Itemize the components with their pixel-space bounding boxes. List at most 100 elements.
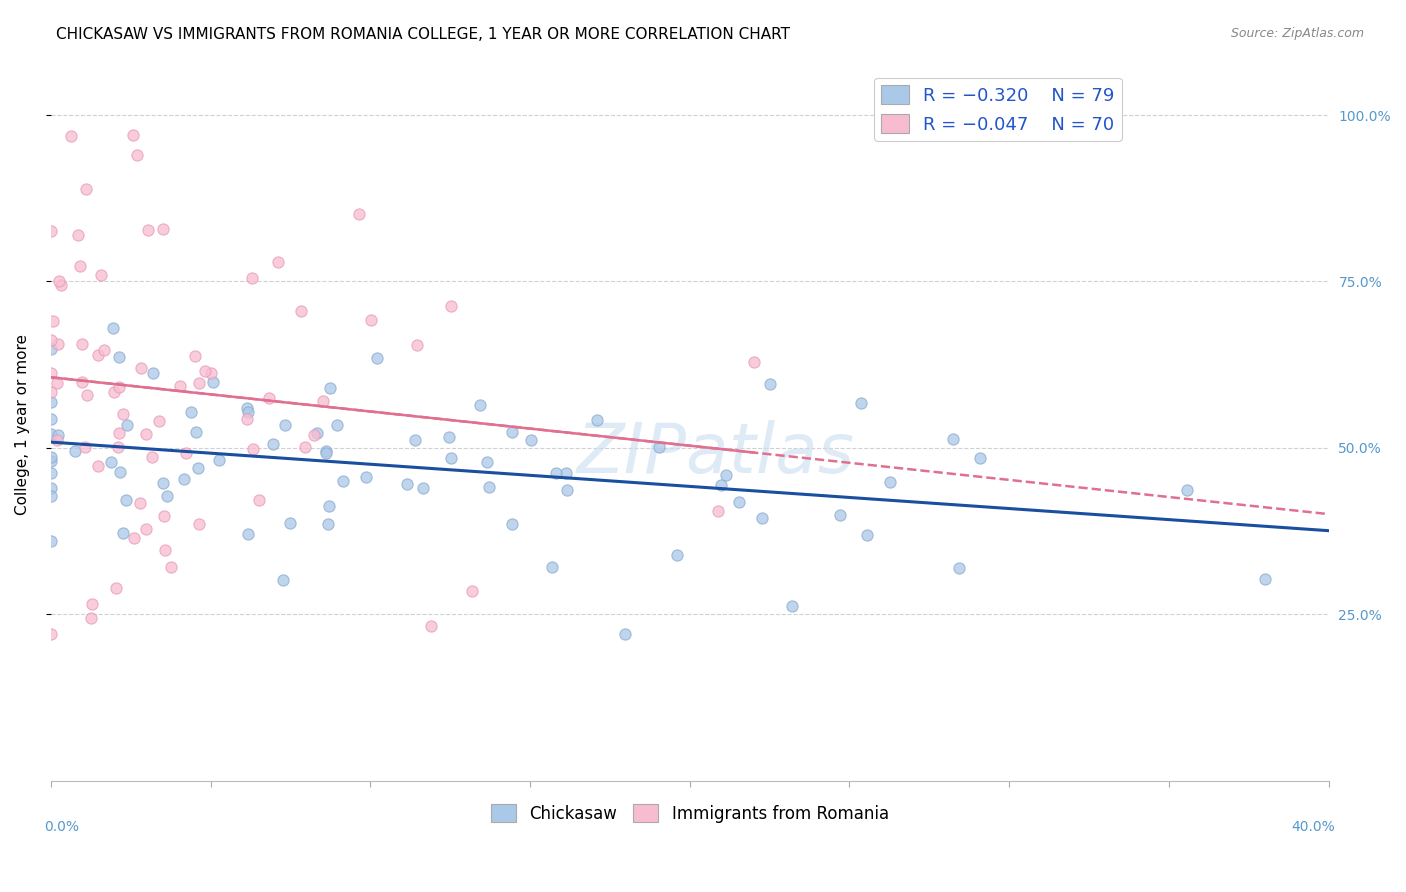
Point xyxy=(39,453,62,467)
Text: Source: ZipAtlas.com: Source: ZipAtlas.com xyxy=(1230,27,1364,40)
Point xyxy=(706,504,728,518)
Point xyxy=(412,481,434,495)
Point xyxy=(316,517,339,532)
Point xyxy=(153,509,176,524)
Point xyxy=(135,427,157,442)
Point xyxy=(51,277,73,292)
Point xyxy=(247,492,270,507)
Point xyxy=(710,478,733,492)
Point xyxy=(849,396,872,410)
Point xyxy=(187,516,209,531)
Point xyxy=(728,495,751,509)
Point xyxy=(347,207,370,221)
Point xyxy=(404,433,426,447)
Point xyxy=(142,366,165,380)
Point xyxy=(271,573,294,587)
Point xyxy=(100,455,122,469)
Point xyxy=(759,377,782,392)
Text: 0.0%: 0.0% xyxy=(45,820,80,834)
Point xyxy=(101,321,124,335)
Point xyxy=(187,461,209,475)
Point xyxy=(1254,572,1277,586)
Point xyxy=(332,475,354,489)
Point xyxy=(307,425,329,440)
Point xyxy=(39,426,62,441)
Point xyxy=(501,517,523,532)
Point xyxy=(86,348,108,362)
Point xyxy=(396,476,419,491)
Point xyxy=(319,381,342,395)
Point xyxy=(108,380,131,394)
Point xyxy=(39,385,62,400)
Point xyxy=(294,440,316,454)
Point xyxy=(186,425,208,440)
Point xyxy=(111,407,134,421)
Point xyxy=(613,627,636,641)
Point xyxy=(173,472,195,486)
Point xyxy=(354,470,377,484)
Point xyxy=(114,492,136,507)
Point xyxy=(75,440,97,454)
Point xyxy=(879,475,901,489)
Point xyxy=(420,618,443,632)
Point xyxy=(274,417,297,432)
Point xyxy=(262,437,284,451)
Point xyxy=(131,360,153,375)
Point xyxy=(501,425,523,439)
Point xyxy=(440,450,463,465)
Point xyxy=(76,388,98,402)
Point xyxy=(312,393,335,408)
Point xyxy=(235,411,257,425)
Point xyxy=(69,259,91,273)
Point xyxy=(242,442,264,456)
Point xyxy=(648,440,671,454)
Point xyxy=(780,599,803,613)
Point xyxy=(152,476,174,491)
Point xyxy=(200,367,222,381)
Point xyxy=(87,458,110,473)
Point xyxy=(477,454,499,468)
Text: ZIPatlas: ZIPatlas xyxy=(576,419,855,486)
Point xyxy=(141,450,163,464)
Point xyxy=(326,417,349,432)
Point xyxy=(180,405,202,419)
Point xyxy=(39,489,62,503)
Point xyxy=(80,598,103,612)
Point xyxy=(42,313,65,327)
Point xyxy=(46,376,69,390)
Point xyxy=(90,268,112,282)
Point xyxy=(93,343,115,358)
Point xyxy=(240,270,263,285)
Point xyxy=(555,483,578,497)
Point xyxy=(520,433,543,447)
Point xyxy=(468,397,491,411)
Point xyxy=(304,428,326,442)
Point xyxy=(856,527,879,541)
Point xyxy=(39,481,62,495)
Point xyxy=(39,466,62,480)
Point xyxy=(39,534,62,549)
Point xyxy=(111,526,134,541)
Point xyxy=(942,432,965,446)
Point xyxy=(235,401,257,416)
Point xyxy=(236,405,259,419)
Point xyxy=(107,425,129,440)
Point xyxy=(201,375,224,389)
Point xyxy=(546,467,568,481)
Point xyxy=(478,479,501,493)
Point xyxy=(174,446,197,460)
Point xyxy=(128,495,150,509)
Point xyxy=(160,559,183,574)
Point xyxy=(135,522,157,536)
Point xyxy=(742,355,765,369)
Point xyxy=(117,417,139,432)
Point xyxy=(666,548,689,562)
Point xyxy=(156,489,179,503)
Point xyxy=(169,379,191,393)
Point xyxy=(103,385,125,400)
Point xyxy=(461,583,484,598)
Point xyxy=(70,376,93,390)
Point xyxy=(437,429,460,443)
Point xyxy=(39,224,62,238)
Text: CHICKASAW VS IMMIGRANTS FROM ROMANIA COLLEGE, 1 YEAR OR MORE CORRELATION CHART: CHICKASAW VS IMMIGRANTS FROM ROMANIA COL… xyxy=(56,27,790,42)
